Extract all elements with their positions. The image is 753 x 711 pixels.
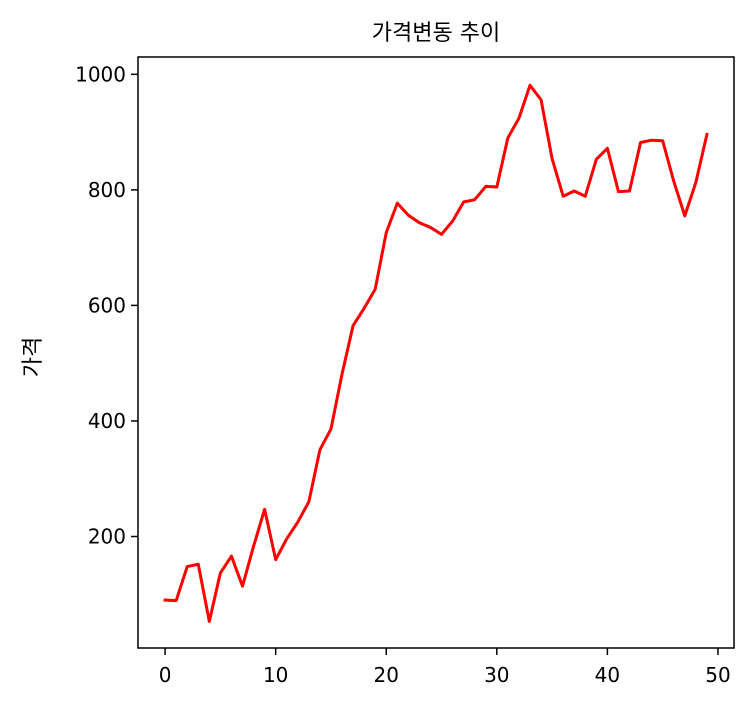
y-tick-label: 400 xyxy=(88,409,126,433)
y-tick-label: 200 xyxy=(88,525,126,549)
y-tick-label: 1000 xyxy=(75,62,126,86)
y-tick-label: 600 xyxy=(88,293,126,317)
chart-title: 가격변동 추이 xyxy=(372,21,500,46)
x-tick-label: 10 xyxy=(263,663,288,687)
y-tick-label: 800 xyxy=(88,178,126,202)
y-axis-label: 가격 xyxy=(21,337,46,377)
series-group xyxy=(163,83,709,623)
price-line xyxy=(163,83,709,623)
x-tick-label: 0 xyxy=(159,663,172,687)
y-axis-ticks: 200 400 600 800 1000 xyxy=(75,62,138,549)
x-axis-ticks: 0 10 20 30 40 50 xyxy=(159,648,731,687)
x-tick-label: 20 xyxy=(374,663,399,687)
x-tick-label: 40 xyxy=(595,663,620,687)
x-tick-label: 50 xyxy=(705,663,730,687)
plot-area-frame xyxy=(137,56,735,649)
x-tick-label: 30 xyxy=(484,663,509,687)
